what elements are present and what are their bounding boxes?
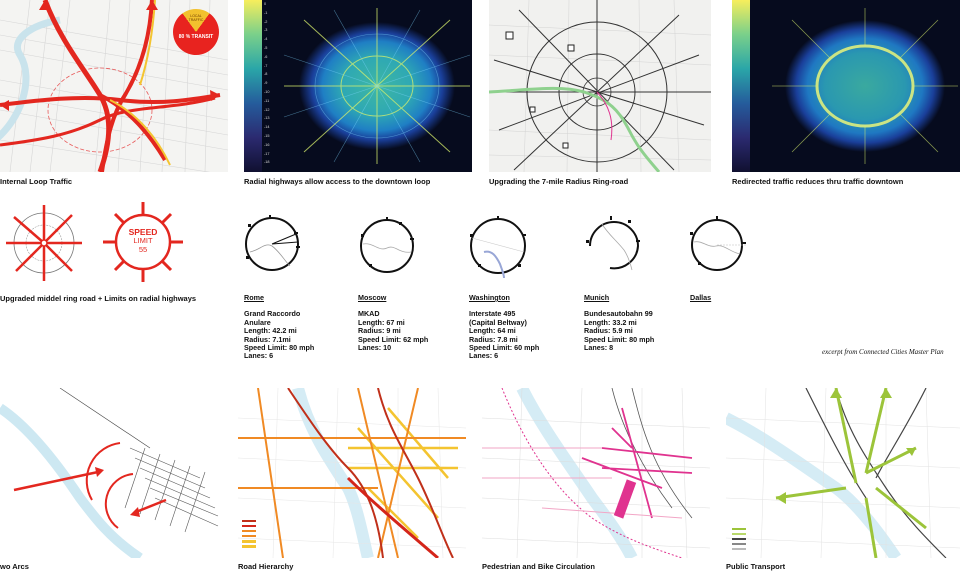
- heatmap-scale-ticks: 0 -1 -2 -3 -4 -5 -6 -7 -8 -9 -10 -11 -12…: [264, 2, 270, 165]
- excerpt-note: excerpt from Connected Cities Master Pla…: [822, 348, 944, 356]
- caption-ring-road: Upgrading the 7-mile Radius Ring-road: [489, 177, 629, 186]
- speed-limit-line1: SPEED: [128, 227, 158, 237]
- caption-road-hierarchy: Road Hierarchy: [238, 562, 294, 571]
- pie-transit-label: 80 % TRANSIT: [178, 34, 214, 40]
- redirected-heatmap: [732, 0, 960, 172]
- ring-diagram-moscow: [355, 214, 419, 278]
- ring-diagram-rome: [240, 212, 304, 276]
- ring-diagram-munich: [580, 210, 646, 276]
- caption-pedestrian-bike: Pedestrian and Bike Circulation: [482, 562, 595, 571]
- speed-limit-diagram: SPEED LIMIT 55: [102, 200, 184, 284]
- caption-public-transport: Public Transport: [726, 562, 786, 571]
- radial-heatmap: 0 -1 -2 -3 -4 -5 -6 -7 -8 -9 -10 -11 -12…: [244, 0, 472, 172]
- city-munich: Munich Bundesautobahn 99 Length: 33.2 mi…: [584, 293, 655, 353]
- caption-upgraded-ring: Upgraded middel ring road + Limits on ra…: [0, 294, 197, 303]
- city-moscow: Moscow MKAD Length: 67 mi Radius: 9 mi S…: [358, 293, 429, 353]
- city-washington: Washington Interstate 495 (Capital Beltw…: [469, 293, 540, 361]
- city-rome: Rome Grand Raccordo Anulare Length: 42.2…: [244, 293, 315, 361]
- city-dallas: Dallas: [690, 293, 712, 302]
- caption-internal-loop: Internal Loop Traffic: [0, 177, 73, 186]
- speed-limit-line2: LIMIT: [133, 236, 153, 245]
- internal-loop-map: LOCAL TRAFFIC 80 % TRANSIT: [0, 0, 228, 172]
- public-transport-map: [726, 388, 960, 558]
- ring-road-map: [489, 0, 711, 172]
- pie-local-label: LOCAL TRAFFIC: [188, 14, 204, 22]
- caption-redirected-traffic: Redirected traffic reduces thru traffic …: [732, 177, 904, 186]
- speed-limit-value: 55: [138, 245, 148, 254]
- caption-two-arcs: wo Arcs: [0, 562, 29, 571]
- road-hierarchy-map: [238, 388, 466, 558]
- two-arcs-map: [0, 388, 222, 558]
- ring-diagram-dallas: [684, 212, 750, 278]
- caption-radial-highways: Radial highways allow access to the down…: [244, 177, 431, 186]
- radial-highways-diagram: [0, 203, 92, 283]
- pedestrian-bike-map: [482, 388, 710, 558]
- ring-diagram-washington: [464, 212, 532, 280]
